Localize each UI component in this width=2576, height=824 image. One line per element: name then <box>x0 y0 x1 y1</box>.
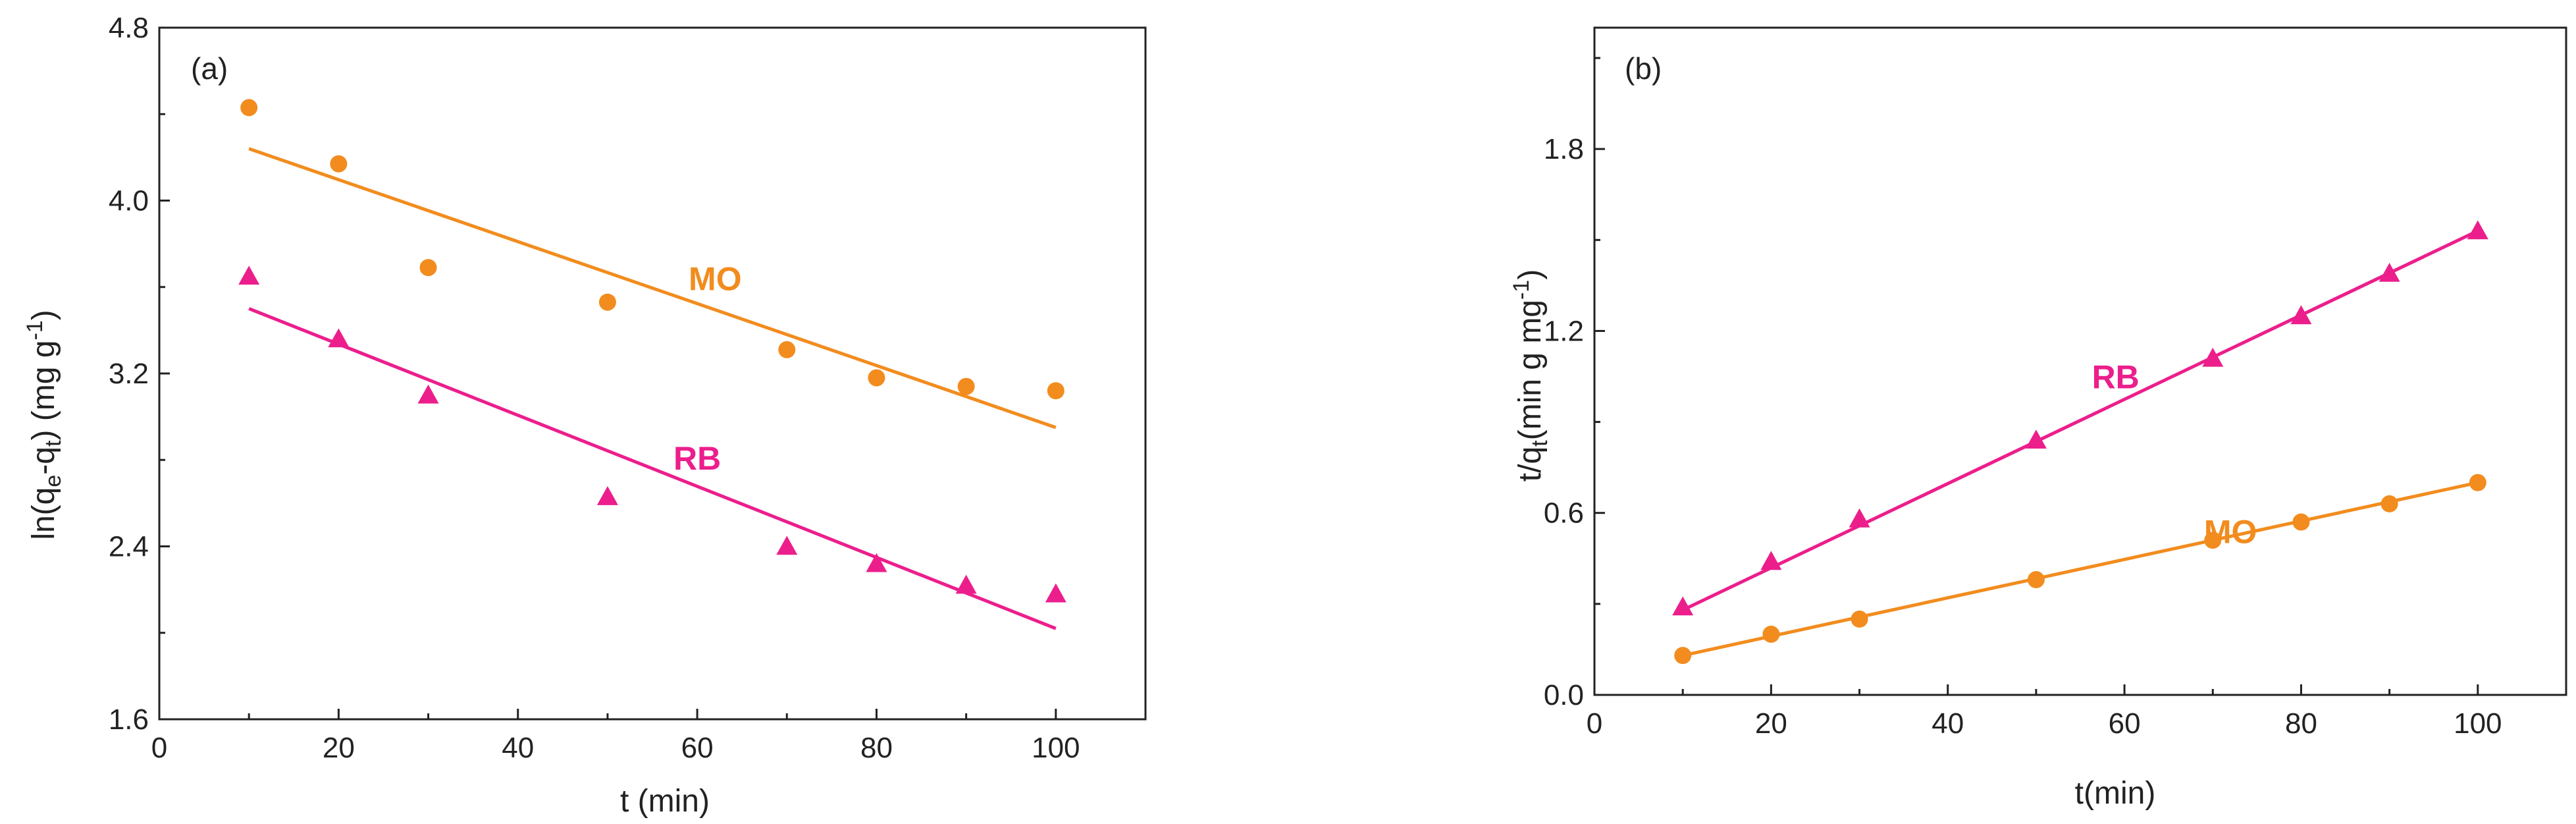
panel-b-rb-point <box>2202 347 2224 367</box>
panel-a-label: (a) <box>191 51 228 86</box>
panel-b-rb-point <box>1760 551 1782 570</box>
panel-a-rb-point <box>1045 583 1066 603</box>
panel-b-xlabel: t(min) <box>2075 776 2156 811</box>
panel-b-rb-point <box>2025 429 2047 449</box>
panel-b-ytick-label: 1.2 <box>1544 315 1584 347</box>
panel-b-ylabel: t/qt(min g mg-1) <box>1509 269 1552 481</box>
panel-b-mo-point <box>1674 647 1692 665</box>
panel-a-xtick-label: 20 <box>323 732 355 764</box>
panel-a-ylabel-close: ) <box>26 310 61 320</box>
panel-a-plot-frame <box>158 26 1147 721</box>
panel-b-xtick-label: 0 <box>1587 707 1602 740</box>
panel-b-xtick-label: 80 <box>2285 707 2317 740</box>
panel-a-ylabel-main: ln(q <box>26 487 61 540</box>
panel-b-rb-point <box>2467 220 2488 240</box>
panel-b-label: (b) <box>1625 51 1662 86</box>
panel-a-mo-point <box>1047 382 1065 400</box>
panel-a-ylabel-sup: -1 <box>22 320 47 340</box>
panel-b-mo-point <box>2027 571 2045 589</box>
panel-b-xtick-label: 100 <box>2454 707 2502 740</box>
panel-b-rb-fit-line <box>1682 229 2479 612</box>
panel-b-mo-fit-line <box>1682 481 2479 657</box>
panel-a-mo-point <box>868 369 885 387</box>
panel-b-ylabel-sub: t <box>1527 440 1552 447</box>
panel-a-ylabel-end: ) (mg g <box>26 341 61 441</box>
panel-a-ytick-label: 4.8 <box>109 12 149 44</box>
panel-a-rb-point <box>238 265 260 285</box>
panel-b-mo-point <box>2380 495 2398 512</box>
panel-b-mo-point <box>2292 513 2310 531</box>
panel-a-ytick-label: 2.4 <box>109 531 149 563</box>
panel-b-xtick-label: 60 <box>2109 707 2141 740</box>
panel-a-ylabel-sub1: e <box>41 475 66 487</box>
panel-a-rb-point <box>776 536 798 555</box>
panel-a-xtick-label: 100 <box>1032 732 1080 764</box>
panel-a-mo-series-label: MO <box>689 261 742 298</box>
panel-a-ytick-label: 4.0 <box>109 185 149 217</box>
panel-b-mo-point <box>1851 610 1868 628</box>
panel-a-rb-point <box>866 553 887 572</box>
panel-b-ytick-label: 0.0 <box>1544 679 1584 711</box>
panel-b-ytick-label: 1.8 <box>1544 133 1584 165</box>
panel-b-rb-point <box>1672 596 1694 616</box>
panel-a-mo-fit-line <box>248 147 1057 429</box>
chart-panel-b: (b) t(min) t/qt(min g mg-1) 0 20 40 60 80 100… <box>1509 26 2567 811</box>
panel-b-rb-point <box>1849 508 1870 528</box>
panel-b-ylabel-end: (min g mg <box>1513 300 1548 440</box>
panel-a-rb-point <box>417 384 439 404</box>
panel-b-plot-frame <box>1593 26 2567 696</box>
panel-a-xtick-label: 40 <box>502 732 534 764</box>
panel-a-rb-series-label: RB <box>673 440 721 477</box>
panel-b-xtick-label: 40 <box>1932 707 1964 740</box>
panel-a-rb-fit-line <box>248 307 1057 630</box>
panel-b-ylabel-main: t/q <box>1513 447 1548 481</box>
panel-b-ylabel-close: ) <box>1513 269 1548 280</box>
panel-a-rb-point <box>955 574 977 594</box>
panel-a-mo-point <box>598 293 616 311</box>
panel-a-rb-point <box>596 486 618 505</box>
panel-a-ytick-label: 1.6 <box>109 703 149 736</box>
panel-b-rb-point <box>2379 262 2400 282</box>
panel-b-rb-point <box>2290 305 2312 325</box>
panel-b-mo-series-label: MO <box>2204 513 2257 550</box>
panel-a-ylabel-mid: -q <box>26 447 61 475</box>
panel-a-mo-point <box>419 259 437 277</box>
chart-panel-a: (a) t (min) ln(qe-qt) (mg g-1) 0 20 40 60 80… <box>22 12 1147 819</box>
panel-b-xtick-label: 20 <box>1755 707 1787 740</box>
panel-a-xtick-label: 60 <box>681 732 714 764</box>
panel-b-ylabel-sup: -1 <box>1509 280 1534 300</box>
panel-a-xlabel: t (min) <box>620 784 710 819</box>
panel-b-ytick-label: 0.6 <box>1544 497 1584 530</box>
panel-a-rb-point <box>328 328 350 348</box>
panel-a-mo-point <box>778 341 796 358</box>
panel-a-mo-point <box>330 155 348 173</box>
panel-a-mo-point <box>240 99 258 117</box>
panel-b-mo-point <box>2204 532 2222 549</box>
panel-a-ytick-label: 3.2 <box>109 358 149 390</box>
panel-a-ylabel: ln(qe-qt) (mg g-1) <box>22 310 66 539</box>
panel-a-xtick-label: 0 <box>151 732 167 764</box>
panel-b-mo-point <box>2469 474 2486 491</box>
panel-b-mo-point <box>1762 625 1780 643</box>
panel-a-ylabel-sub2: t <box>41 440 66 447</box>
panel-b-rb-series-label: RB <box>2092 359 2140 396</box>
panel-a-xtick-label: 80 <box>860 732 893 764</box>
panel-a-mo-point <box>957 377 975 395</box>
